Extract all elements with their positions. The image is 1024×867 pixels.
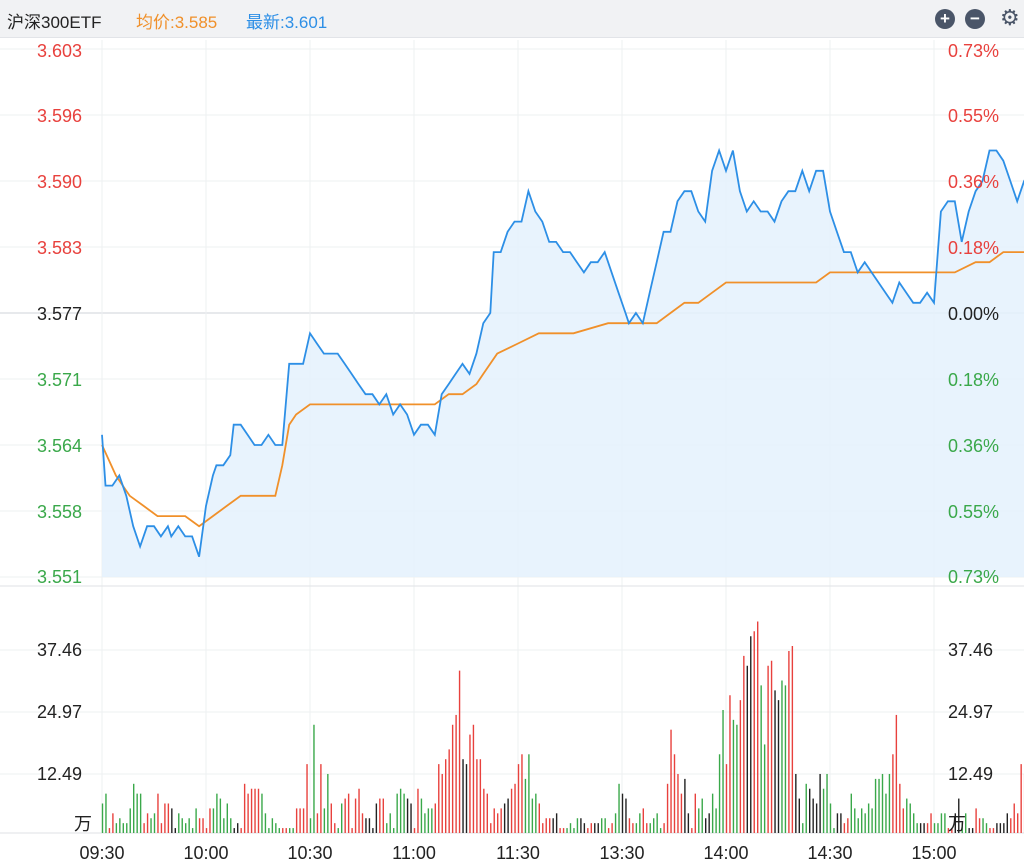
volume-tick-label: 37.46 (37, 640, 82, 660)
price-tick-label: 3.603 (37, 41, 82, 61)
time-tick-label: 11:30 (496, 843, 540, 863)
time-tick-label: 10:00 (183, 843, 228, 863)
instrument-title: 沪深300ETF (7, 13, 102, 32)
volume-tick-label: 12.49 (37, 764, 82, 784)
price-tick-label: 3.583 (37, 238, 82, 258)
zoom-in-icon[interactable]: + (935, 9, 955, 29)
time-tick-label: 14:00 (703, 843, 748, 863)
volume-tick-label: 24.97 (37, 702, 82, 722)
percent-tick-label: 0.18% (948, 370, 999, 390)
price-tick-label: 3.596 (37, 106, 82, 126)
chart-header: 沪深300ETF 均价:3.585 最新:3.601 + − ⚙ (0, 0, 1024, 38)
price-tick-label: 3.571 (37, 370, 82, 390)
last-price-label: 最新:3.601 (246, 13, 328, 32)
price-tick-label: 3.577 (37, 304, 82, 324)
percent-tick-label: 0.73% (948, 567, 999, 587)
price-tick-label: 3.564 (37, 436, 82, 456)
percent-tick-label: 0.36% (948, 172, 999, 192)
percent-tick-label: 0.55% (948, 106, 999, 126)
average-price-label: 均价:3.585 (136, 13, 218, 32)
axis-labels: 3.603 0.73% 3.596 0.55% 3.590 0.36% 3.583 0.18%… (37, 41, 999, 863)
percent-tick-label: 0.18% (948, 238, 999, 258)
time-tick-label: 10:30 (287, 843, 332, 863)
volume-unit-label-right: 万 (948, 814, 966, 834)
price-tick-label: 3.551 (37, 567, 82, 587)
volume-unit-label: 万 (74, 814, 92, 834)
percent-tick-label: 0.36% (948, 436, 999, 456)
price-area (102, 150, 1024, 577)
time-tick-label: 15:00 (911, 843, 956, 863)
percent-tick-label: 0.55% (948, 502, 999, 522)
settings-gear-icon[interactable]: ⚙ (1000, 5, 1020, 30)
time-tick-label: 09:30 (79, 843, 124, 863)
volume-tick-label-right: 12.49 (948, 764, 993, 784)
price-tick-label: 3.590 (37, 172, 82, 192)
price-tick-label: 3.558 (37, 502, 82, 522)
average-price-line (101, 251, 1024, 528)
zoom-out-icon[interactable]: − (965, 9, 985, 29)
volume-tick-label-right: 24.97 (948, 702, 993, 722)
time-tick-label: 14:30 (807, 843, 852, 863)
time-tick-label: 11:00 (392, 843, 436, 863)
volume-tick-label-right: 37.46 (948, 640, 993, 660)
percent-tick-label: 0.73% (948, 41, 999, 61)
time-tick-label: 13:30 (599, 843, 644, 863)
volume-bars (101, 621, 1024, 833)
percent-tick-label: 0.00% (948, 304, 999, 324)
price-line (101, 147, 1024, 557)
